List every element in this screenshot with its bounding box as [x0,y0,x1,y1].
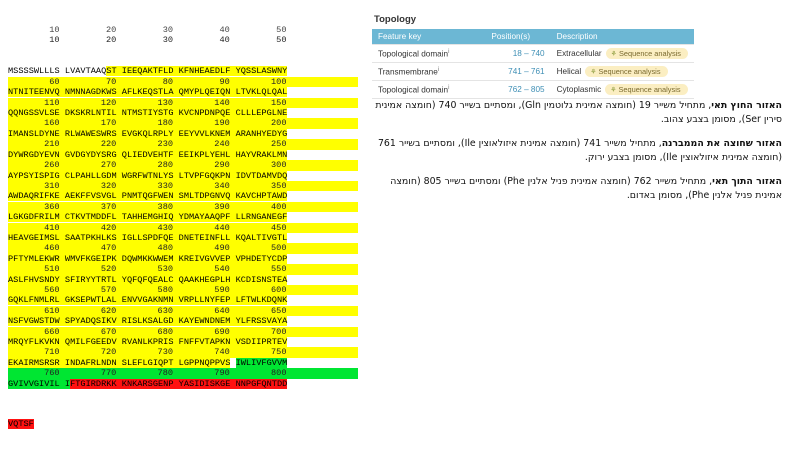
sequence-residue-line: HEAVGEIMSL SAATPKHLKS IGLLSPDFQE DNETEIN… [8,232,358,243]
sequence-residue-run: FTGIRDRKK KNKARSGENP YASIDISKGE NNPGFQNT… [70,378,288,389]
topology-table-body: Topological domaini 18 – 740 Extracellular… [372,44,694,99]
sequence-position-numbers: 460 470 480 490 500 [8,243,358,254]
leaf-icon: ⚘ [610,51,617,58]
sequence-position-numbers: 60 70 80 90 100 [8,76,358,88]
sequence-viewer: 10 20 30 40 50 10 20 30 40 50 MSSSSWLLLS… [8,4,358,450]
sequence-residue-run: MSSSSWLLLS LVAVTAAQ [8,66,107,77]
sequence-residue-run: DYWRGDYEVN GVDGYDYSRG QLIEDVEHTF EEIKPLY… [8,149,288,160]
sequence-residue-line: AYPSYISPIG CLPAHLLGDM WGRFWTNLYS LTVPFGQ… [8,170,358,181]
sequence-residue-line: GQKLFNMLRL GKSEPWTLAL ENVVGAKNMN VRPLLNY… [8,295,358,306]
sequence-ruler-top: 10 20 30 40 50 [8,24,287,35]
cell-positions[interactable]: 741 – 761 [485,62,551,81]
cell-description: Extracellular ⚘ Sequence analysis [550,44,694,63]
sequence-position-numbers: 410 420 430 440 450 [8,222,358,233]
sequence-residue-line: EKAIRMSRSR INDAFRLNDN SLEFLGIQPT LGPPNQP… [8,357,358,368]
sequence-position-numbers: 510 520 530 540 550 [8,264,358,275]
sequence-position-numbers: 610 620 630 640 650 [8,305,358,317]
sequence-residue-line: MSSSSWLLLS LVAVTAAQST IEEQAKTFLD KFNHEAE… [8,66,358,77]
sequence-residue-line: LGKGDFRILM CTKVTMDDFL TAHHEMGHIQ YDMAYAA… [8,212,358,223]
sequence-body: MSSSSWLLLS LVAVTAAQST IEEQAKTFLD KFNHEAE… [8,66,358,389]
sequence-position-numbers: 660 670 680 690 700 [8,326,358,337]
sequence-residue-run [230,358,235,368]
evidence-icon[interactable]: i [448,84,450,91]
cell-positions[interactable]: 762 – 805 [485,80,551,99]
sequence-position-numbers: 760 770 780 790 800 [8,368,358,379]
sequence-position-numbers: 560 570 580 590 600 [8,284,358,296]
cell-description: Helical ⚘ Sequence analysis [550,62,694,81]
note-cytoplasmic: האזור התוך תאי, מתחיל משייר 762 (חומצה א… [372,175,782,202]
sequence-residue-run: VQTSF [8,418,34,429]
sequence-residue-line: IMANSLDYNE RLWAWESWRS EVGKQLRPLY EEYVVLK… [8,128,358,139]
sequence-residue-line: NTNITEENVQ NMNNAGDKWS AFLKEQSTLA QMYPLQE… [8,87,358,98]
table-row: Topological domaini 18 – 740 Extracellular… [372,44,694,63]
note-extracellular: האזור החוץ תאי, מתחיל משייר 19 (חומצה אמ… [372,99,782,126]
sequence-residue-run: GVIVVGIVIL I [8,378,71,389]
topology-header-row: Feature key Position(s) Description [372,29,694,45]
note-cytoplasmic-text: , מתחיל משייר 762 (חומצה אמינית פניל אלנ… [390,176,782,201]
leaf-icon: ⚘ [590,69,597,76]
table-row: Transmembranei 741 – 761 Helical ⚘ Sequence … [372,62,694,81]
sequence-position-numbers: 360 370 380 390 400 [8,201,358,213]
sequence-residue-run: LGKGDFRILM CTKVTMDDFL TAHHEMGHIQ YDMAYAA… [8,212,288,223]
sequence-residue-line: DYWRGDYEVN GVDGYDYSRG QLIEDVEHTF EEIKPLY… [8,149,358,160]
sequence-residue-run: HEAVGEIMSL SAATPKHLKS IGLLSPDFQE DNETEIN… [8,232,288,243]
sequence-residue-run: NTNITEENVQ NMNNAGDKWS AFLKEQSTLA QMYPLQE… [8,87,288,98]
sequence-residue-run: EKAIRMSRSR INDAFRLNDN SLEFLGIQPT LGPPNQP… [8,357,231,368]
sequence-residue-run: IMANSLDYNE RLWAWESWRS EVGKQLRPLY EEYVVLK… [8,128,288,139]
sequence-residue-line: PFTYMLEKWR WMVFKGEIPK DQWMKKWWEM KREIVGV… [8,253,358,264]
sequence-residue-run: PFTYMLEKWR WMVFKGEIPK DQWMKKWWEM KREIVGV… [8,253,288,264]
cell-description: Cytoplasmic ⚘ Sequence analysis [550,80,694,99]
note-cytoplasmic-title: האזור התוך תאי [712,176,782,187]
evidence-icon[interactable]: i [437,66,440,73]
sequence-residue-run: ASLFHVSNDY SFIRYYTRTL YQFQFQEALC QAAKHEG… [8,274,288,285]
leaf-icon: ⚘ [610,87,617,94]
sequence-position-numbers: 210 220 230 240 250 [8,139,358,150]
cell-feature-key: Transmembranei [372,62,486,81]
cell-feature-key: Topological domaini [372,44,486,63]
topology-table: Feature key Position(s) Description Topo… [372,29,694,99]
evidence-icon[interactable]: i [448,48,450,55]
sequence-residue-line: QQNGSSVLSE DKSKRLNTIL NTMSTIYSTG KVCNPDN… [8,108,358,119]
note-extracellular-text: , מתחיל משייר 19 (חומצה אמינית גלוטמין G… [375,100,782,125]
sequence-residue-run: MRQYFLKVKN QMILFGEEDV RVANLKPRIS FNFFVTA… [8,337,288,347]
sequence-residue-line: AWDAQRIFKE AEKFFVSVGL PNMTQGFWEN SMLTDPG… [8,191,358,202]
sequence-position-numbers: 10 20 30 40 50 [8,35,287,46]
note-transmembrane-text: , מתחיל משייר 741 (חומצה אמינית איזולאוצ… [377,138,782,163]
topology-panel: Topology Feature key Position(s) Descrip… [372,14,792,213]
note-transmembrane: האזור שחוצה את הממברנה, מתחיל משייר 741 … [372,137,782,164]
evidence-chip[interactable]: ⚘ Sequence analysis [585,66,668,77]
sequence-residue-line: ASLFHVSNDY SFIRYYTRTL YQFQFQEALC QAAKHEG… [8,274,358,285]
sequence-residue-run: NSFVGWSTDW SPYADQSIKV RISLKSALGD KAYEWND… [8,316,288,327]
sequence-position-numbers: 710 720 730 740 750 [8,347,358,358]
sequence-residue-line: NSFVGWSTDW SPYADQSIKV RISLKSALGD KAYEWND… [8,316,358,327]
sequence-residue-line: MRQYFLKVKN QMILFGEEDV RVANLKPRIS FNFFVTA… [8,337,358,347]
sequence-residue-run: AWDAQRIFKE AEKFFVSVGL PNMTQGFWEN SMLTDPG… [8,191,288,202]
table-row: Topological domaini 762 – 805 Cytoplasmic ⚘… [372,80,694,99]
cell-feature-key: Topological domaini [372,80,486,99]
hebrew-notes: האזור החוץ תאי, מתחיל משייר 19 (חומצה אמ… [372,99,782,202]
sequence-position-numbers: 110 120 130 140 150 [8,97,358,109]
note-extracellular-title: האזור החוץ תאי [711,100,782,111]
evidence-chip[interactable]: ⚘ Sequence analysis [605,84,688,95]
sequence-residue-run: IWLIVFGVVM [235,357,288,368]
column-header-positions: Position(s) [485,29,551,45]
sequence-residue-run: AYPSYISPIG CLPAHLLGDM WGRFWTNLYS LTVPFGQ… [8,170,288,181]
column-header-description: Description [550,29,694,45]
cell-positions[interactable]: 18 – 740 [485,44,551,63]
sequence-position-numbers: 160 170 180 190 200 [8,118,358,129]
sequence-residue-run: ST IEEQAKTFLD KFNHEAEDLF YQSSLASWNY [106,66,288,77]
column-header-feature-key: Feature key [372,29,486,45]
topology-table-head: Feature key Position(s) Description [372,29,694,45]
sequence-residue-line: GVIVVGIVIL IFTGIRDRKK KNKARSGENP YASIDIS… [8,378,358,389]
sequence-residue-run: QQNGSSVLSE DKSKRLNTIL NTMSTIYSTG KVCNPDN… [8,108,288,119]
evidence-chip[interactable]: ⚘ Sequence analysis [605,48,688,59]
sequence-tail-line: VQTSF [8,418,358,429]
panel-title: Topology [374,14,417,25]
note-transmembrane-title: האזור שחוצה את הממברנה [661,138,782,149]
sequence-position-numbers: 260 270 280 290 300 [8,160,358,171]
sequence-position-numbers: 310 320 330 340 350 [8,180,358,192]
sequence-residue-run: GQKLFNMLRL GKSEPWTLAL ENVVGAKNMN VRPLLNY… [8,295,288,306]
